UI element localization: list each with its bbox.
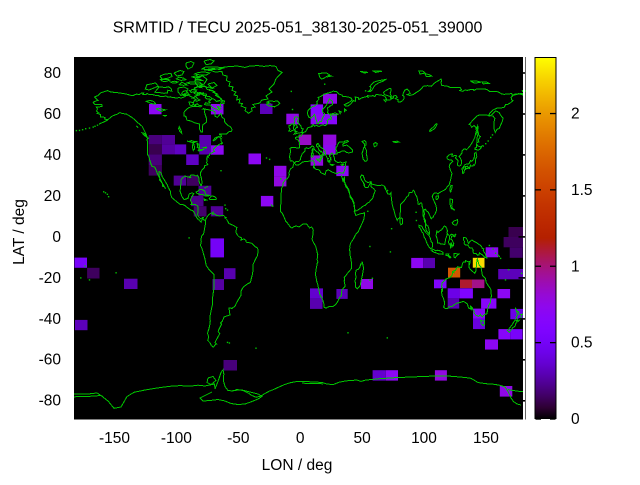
svg-text:0: 0 bbox=[571, 411, 580, 428]
svg-text:LON / deg: LON / deg bbox=[262, 457, 333, 474]
svg-text:-20: -20 bbox=[39, 270, 62, 287]
svg-text:2: 2 bbox=[571, 106, 580, 123]
svg-text:60: 60 bbox=[44, 106, 62, 123]
svg-text:20: 20 bbox=[44, 188, 62, 205]
svg-text:LAT / deg: LAT / deg bbox=[11, 199, 28, 265]
svg-text:50: 50 bbox=[353, 430, 371, 447]
svg-text:40: 40 bbox=[44, 147, 62, 164]
svg-text:150: 150 bbox=[473, 430, 499, 447]
svg-text:-100: -100 bbox=[161, 430, 192, 447]
svg-text:0.5: 0.5 bbox=[571, 335, 593, 352]
svg-text:-80: -80 bbox=[39, 393, 62, 410]
svg-text:-60: -60 bbox=[39, 352, 62, 369]
svg-text:-40: -40 bbox=[39, 311, 62, 328]
svg-text:1: 1 bbox=[571, 258, 580, 275]
svg-text:80: 80 bbox=[44, 65, 62, 82]
svg-text:SRMTID / TECU 2025-051_38130-2: SRMTID / TECU 2025-051_38130-2025-051_39… bbox=[113, 20, 483, 37]
svg-text:-50: -50 bbox=[227, 430, 250, 447]
svg-text:0: 0 bbox=[296, 430, 305, 447]
svg-text:-150: -150 bbox=[99, 430, 130, 447]
svg-text:0: 0 bbox=[52, 229, 61, 246]
svg-text:100: 100 bbox=[411, 430, 437, 447]
svg-text:1.5: 1.5 bbox=[571, 182, 593, 199]
